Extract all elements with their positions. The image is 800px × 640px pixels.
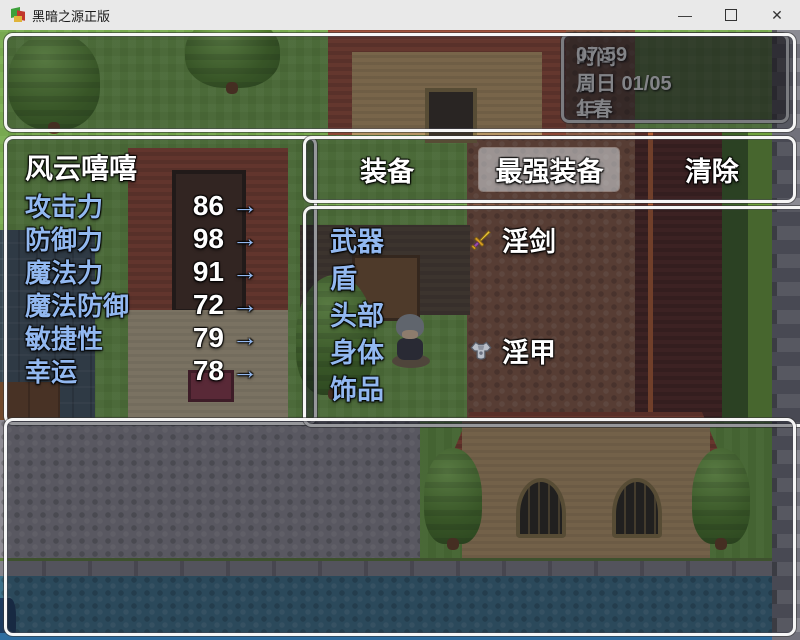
item-list-window <box>4 418 796 636</box>
tree <box>185 30 280 88</box>
arrow-right-icon: → <box>232 355 258 385</box>
player-character-sprite <box>388 308 432 370</box>
day-row: 日 周日 01/05 <box>576 68 774 95</box>
time-hud-window: 时间 07:59 日 周日 01/05 年 1 春 <box>561 33 789 123</box>
roof-seam <box>648 130 653 420</box>
tab-optimize[interactable]: 最强装备 <box>468 148 630 191</box>
window-title: 黑暗之源正版 <box>32 8 111 24</box>
slot-row-head[interactable]: 头部 <box>330 295 800 332</box>
stat-row-defense: 防御力 98 → <box>25 222 314 256</box>
tree <box>8 33 100 130</box>
day-label: 日 <box>576 72 596 95</box>
stat-label: 魔法力 <box>25 258 104 288</box>
maximize-button[interactable] <box>708 0 754 30</box>
sword-icon <box>468 227 494 253</box>
pine-tree <box>424 448 482 544</box>
stat-label: 魔法防御 <box>25 291 130 321</box>
maximize-icon <box>725 9 737 21</box>
slot-row-body[interactable]: 身体 淫甲 <box>330 332 800 369</box>
equip-slot-window: 武器 淫剑 <box>303 206 800 427</box>
stat-value: 91 <box>192 255 224 287</box>
day-value: 周日 01/05 <box>576 72 672 95</box>
pine-tree <box>296 275 374 395</box>
equipped-item-name: 淫甲 <box>502 338 556 368</box>
game-viewport: 时间 07:59 日 周日 01/05 年 1 春 风云嘻嘻 攻击力 86 <box>0 30 800 640</box>
arched-window <box>612 478 662 538</box>
brick-tower-left <box>128 148 288 420</box>
tree-trunk <box>328 388 340 400</box>
year-row: 年 1 春 <box>576 94 774 121</box>
building-window <box>425 88 477 143</box>
stat-value: 78 <box>192 354 224 386</box>
time-label: 时间 <box>576 46 616 69</box>
equipped-item-name: 淫剑 <box>502 227 556 257</box>
stat-row-luck: 幸运 78 → <box>25 354 314 388</box>
slot-row-accessory[interactable]: 饰品 <box>330 369 800 406</box>
arched-window <box>516 478 566 538</box>
close-button[interactable]: ✕ <box>771 6 783 23</box>
slot-label: 盾 <box>330 264 357 294</box>
wood-crates <box>0 382 60 420</box>
minimize-button[interactable]: — <box>678 7 692 23</box>
arrow-right-icon: → <box>232 190 258 220</box>
stat-value: 72 <box>192 288 224 320</box>
arrow-right-icon: → <box>232 322 258 352</box>
arrow-right-icon: → <box>232 289 258 319</box>
stat-label: 敏捷性 <box>25 324 104 354</box>
command-window: 装备 最强装备 清除 <box>303 136 796 203</box>
actor-name: 风云嘻嘻 <box>25 153 138 184</box>
water-tiles <box>0 576 772 640</box>
stat-label: 幸运 <box>25 357 78 387</box>
arrow-right-icon: → <box>232 223 258 253</box>
year-label: 年 <box>576 98 596 121</box>
tab-equip[interactable]: 装备 <box>360 157 415 187</box>
stat-row-magic: 魔法力 91 → <box>25 255 314 289</box>
slot-label: 武器 <box>330 227 384 257</box>
slot-label: 身体 <box>330 338 384 368</box>
stat-value: 79 <box>192 321 224 353</box>
help-window <box>4 33 796 132</box>
armor-icon <box>468 338 494 364</box>
stat-label: 防御力 <box>25 225 104 255</box>
stat-value: 98 <box>192 222 224 254</box>
stat-row-magic-defense: 魔法防御 72 → <box>25 288 314 322</box>
titlebar: 黑暗之源正版 — ✕ <box>0 0 800 30</box>
year-value: 1 春 <box>576 98 613 121</box>
stat-row-agility: 敏捷性 79 → <box>25 321 314 355</box>
pine-tree <box>692 448 750 544</box>
stat-label: 攻击力 <box>25 192 104 222</box>
time-value: 07:59 <box>576 43 628 66</box>
tree-trunk <box>226 82 238 94</box>
light-grass-strip <box>748 130 772 420</box>
app-icon <box>10 7 26 23</box>
slot-row-weapon[interactable]: 武器 淫剑 <box>330 221 800 258</box>
stat-value: 86 <box>192 189 224 221</box>
arrow-right-icon: → <box>232 256 258 286</box>
slot-label: 饰品 <box>330 375 384 405</box>
tree-trunk <box>715 538 727 550</box>
water-strip <box>0 633 772 640</box>
tree-trunk <box>447 538 459 550</box>
building-bottom <box>462 420 710 558</box>
building-door <box>352 255 420 321</box>
brick-building-top <box>328 30 566 143</box>
stone-ledge <box>0 558 772 579</box>
tab-clear[interactable]: 清除 <box>684 157 739 187</box>
dark-grass-strip <box>722 130 748 420</box>
status-window: 风云嘻嘻 攻击力 86 → 防御力 98 → 魔法力 91 → 魔法防御 72 … <box>4 136 317 425</box>
stat-row-attack: 攻击力 86 → <box>25 189 314 223</box>
slot-row-shield[interactable]: 盾 <box>330 258 800 295</box>
slot-label: 头部 <box>330 301 384 331</box>
time-row: 时间 07:59 <box>576 42 774 69</box>
